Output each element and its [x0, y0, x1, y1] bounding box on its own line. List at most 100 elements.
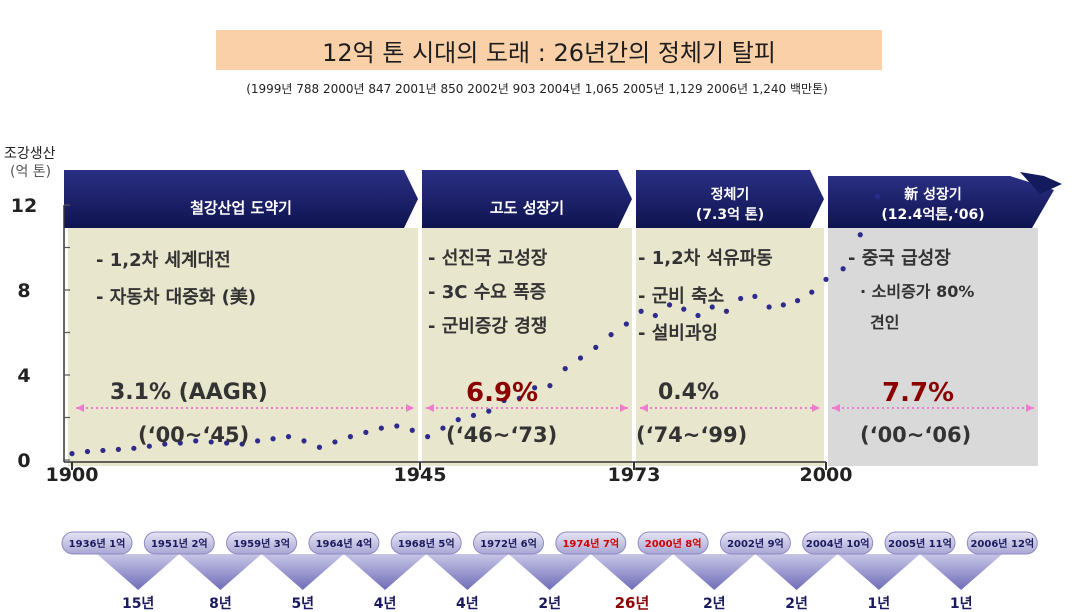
- era-header-label-1: 철강산업 도약기: [190, 199, 292, 217]
- data-point: [455, 417, 461, 423]
- era4-period: (‘00~‘06): [860, 423, 972, 447]
- data-point: [780, 302, 786, 308]
- era1-bullet-2: - 자동차 대중화 (美): [96, 287, 257, 308]
- era-range-arrowhead-left-3: [640, 404, 648, 412]
- data-point: [363, 429, 369, 435]
- gap-label-2: 8년: [209, 596, 232, 612]
- gap-label-8: 2년: [703, 596, 726, 612]
- era3-period: (‘74~‘99): [636, 423, 748, 447]
- era-header-label-2: 고도 성장기: [490, 199, 564, 217]
- data-point: [874, 193, 880, 200]
- data-point: [239, 441, 245, 447]
- era-header-1: [64, 170, 418, 228]
- milestone-label-5: 1968년 5억: [398, 537, 455, 550]
- x-tick-label-1945: 1945: [394, 464, 447, 486]
- milestone-bubble-1: [61, 531, 133, 555]
- era-header-sublabel-3: (7.3억 톤): [696, 207, 764, 223]
- x-tick-label-1900: 1900: [46, 464, 99, 486]
- milestone-bubble-11: [884, 531, 956, 555]
- data-point: [224, 440, 230, 446]
- gap-triangle-2: [179, 554, 262, 590]
- era-range-arrowhead-right-1: [406, 404, 414, 412]
- gap-label-6: 2년: [538, 596, 561, 612]
- data-point: [709, 304, 715, 310]
- gap-triangle-7: [590, 554, 674, 590]
- era2-bullet-1: - 선진국 고성장: [428, 248, 548, 269]
- era2-period: (‘46~‘73): [446, 423, 558, 447]
- data-point: [752, 293, 758, 299]
- era-panel-3: [636, 228, 824, 466]
- data-point: [316, 444, 323, 450]
- y-axis-label-line1: 조강생산: [4, 146, 56, 162]
- era2-bullet-3: - 군비증강 경쟁: [428, 316, 548, 337]
- era3-bullet-3: - 설비과잉: [638, 323, 718, 344]
- era-header-label-3: 정체기: [711, 186, 750, 203]
- milestone-bubble-4: [308, 531, 380, 555]
- data-point: [131, 445, 137, 451]
- era-range-arrowhead-right-2: [620, 404, 628, 412]
- gap-label-9: 2년: [785, 596, 808, 612]
- milestone-label-9: 2002년 9억: [727, 537, 784, 550]
- data-point: [723, 308, 730, 314]
- gap-triangle-4: [343, 554, 427, 590]
- era-range-arrowhead-left-2: [426, 404, 434, 412]
- title-text: 12억 톤 시대의 도래 : 26년간의 정체기 탈피: [322, 38, 776, 67]
- milestone-bubble-9: [719, 531, 791, 555]
- milestone-bubble-8: [637, 531, 709, 555]
- milestone-bubble-12: [966, 531, 1038, 555]
- milestone-label-6: 1972년 6억: [480, 537, 537, 550]
- gap-triangle-10: [837, 554, 920, 590]
- milestone-label-7: 1974년 7억: [562, 537, 619, 550]
- gap-triangle-6: [508, 554, 591, 590]
- era-range-arrowhead-right-4: [1026, 404, 1034, 412]
- era-header-4: [828, 176, 1054, 228]
- y-axis-label-line2: (억 톤): [10, 164, 52, 180]
- era2-rate: 6.9%: [466, 378, 539, 408]
- data-point: [840, 266, 846, 272]
- era4-bullet-3: 견인: [870, 313, 900, 332]
- era4-bullet-2: · 소비증가 80%: [860, 282, 975, 301]
- data-point: [823, 276, 829, 282]
- data-point: [440, 425, 446, 431]
- y-tick-label-0: 0: [17, 450, 30, 472]
- era1-rate: 3.1% (AAGR): [110, 380, 268, 405]
- gap-label-11: 1년: [950, 596, 973, 612]
- x-tick-label-2000: 2000: [800, 464, 853, 486]
- x-tick-label-1973: 1973: [608, 464, 661, 486]
- data-point: [666, 302, 673, 308]
- data-point: [532, 385, 538, 391]
- data-point: [681, 306, 687, 312]
- milestone-bubble-7: [555, 531, 627, 555]
- era4-bullet-1: - 중국 급성장: [848, 248, 951, 269]
- y-tick-label-4: 4: [17, 365, 30, 387]
- data-point: [100, 447, 106, 454]
- gap-label-4: 4년: [374, 596, 397, 612]
- gap-label-5: 4년: [456, 596, 479, 612]
- gap-triangle-9: [755, 554, 838, 590]
- subtitle: (1999년 788 2000년 847 2001년 850 2002년 903…: [246, 82, 828, 96]
- gap-triangle-11: [920, 554, 1003, 590]
- data-point: [177, 440, 183, 446]
- gap-label-3: 5년: [291, 596, 314, 612]
- data-point: [577, 355, 584, 361]
- data-point: [638, 308, 644, 314]
- data-point: [652, 312, 658, 319]
- data-point: [695, 312, 701, 319]
- data-point: [766, 304, 772, 310]
- data-point: [547, 383, 553, 389]
- milestone-label-4: 1964년 4억: [316, 537, 373, 550]
- era-range-arrowhead-left-1: [76, 404, 84, 412]
- gap-label-7: 26년: [615, 594, 650, 612]
- era1-period: (‘00~‘45): [138, 423, 250, 447]
- era-header-2: [422, 170, 632, 228]
- era-header-label-4: 新 성장기: [904, 186, 962, 203]
- era-range-arrowhead-left-4: [832, 404, 840, 412]
- data-point: [301, 438, 307, 444]
- milestone-bubble-2: [143, 531, 215, 555]
- data-point: [623, 321, 629, 327]
- y-tick-label-8: 8: [17, 280, 30, 302]
- era-header-3: [636, 170, 824, 228]
- era-panel-1: [68, 228, 418, 466]
- gap-triangle-1: [97, 554, 180, 590]
